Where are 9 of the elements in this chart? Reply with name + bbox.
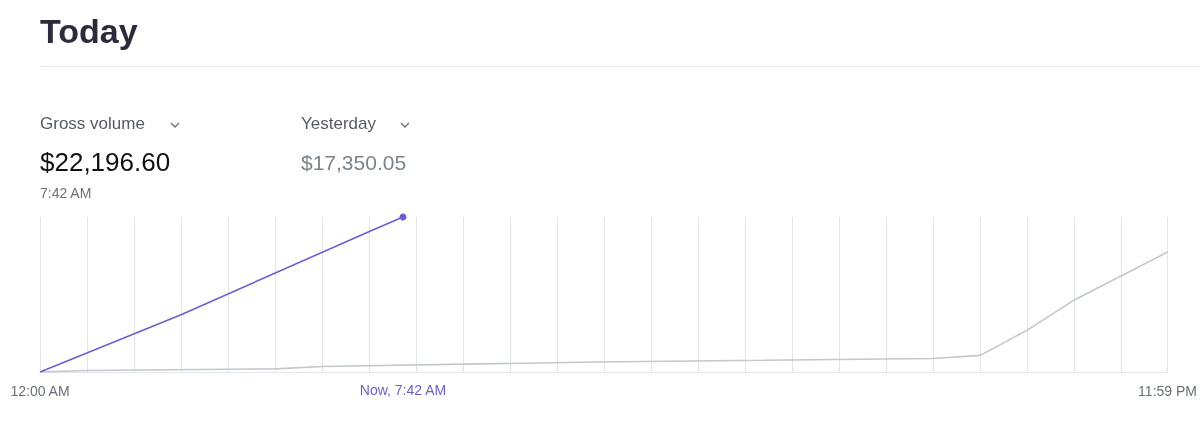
x-tick-label: 11:59 PM (1138, 383, 1197, 399)
text: Now, 7:42 AM (359, 382, 447, 398)
text: $22,196.60 (40, 147, 171, 178)
text: Gross volume (40, 114, 145, 134)
x-tick-label: 12:00 AM (10, 383, 70, 399)
text: 7:42 AM (40, 185, 92, 201)
text: Yesterday (301, 114, 376, 134)
text: $17,350.05 (301, 151, 407, 175)
chart-title: Today (40, 12, 138, 51)
